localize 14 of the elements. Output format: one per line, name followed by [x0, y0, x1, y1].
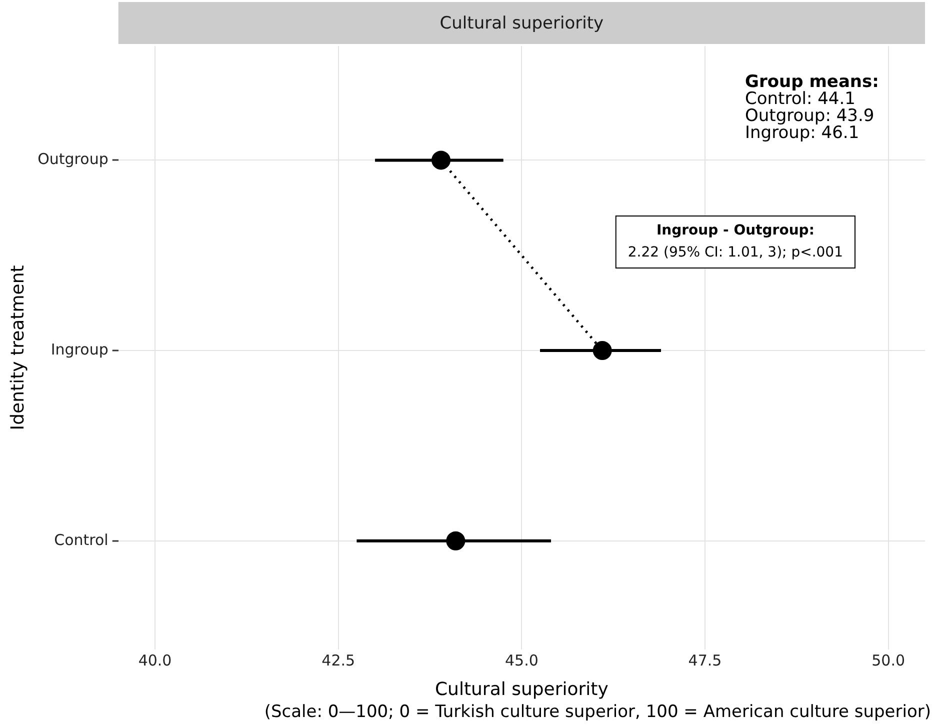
x-tick-label: 42.5	[322, 651, 356, 670]
x-tick-label: 40.0	[138, 651, 172, 670]
x-tick-label: 47.5	[688, 651, 722, 670]
x-axis-title: Cultural superiority	[434, 678, 609, 700]
text: (Scale: 0—100; 0 = Turkish culture superior, 100 = American culture superior)	[264, 702, 931, 722]
y-tick-label: Ingroup	[50, 340, 108, 358]
chart-title: Cultural superiority	[440, 13, 604, 34]
y-tick-label: Outgroup	[38, 150, 108, 168]
x-tick-label: 50.0	[872, 651, 906, 670]
y-tick-label: Control	[54, 530, 108, 549]
annotation: Ingroup - Outgroup: 2.22 (95% CI: 1.01, 3); p<.001	[628, 222, 843, 261]
x-tick-label: 45.0	[504, 651, 538, 670]
annotation: Group means: Control: 44.1 Outgroup: 43.9 Ingroup: 46.1	[745, 72, 879, 143]
y-axis-title: Identity treatment	[7, 265, 28, 430]
